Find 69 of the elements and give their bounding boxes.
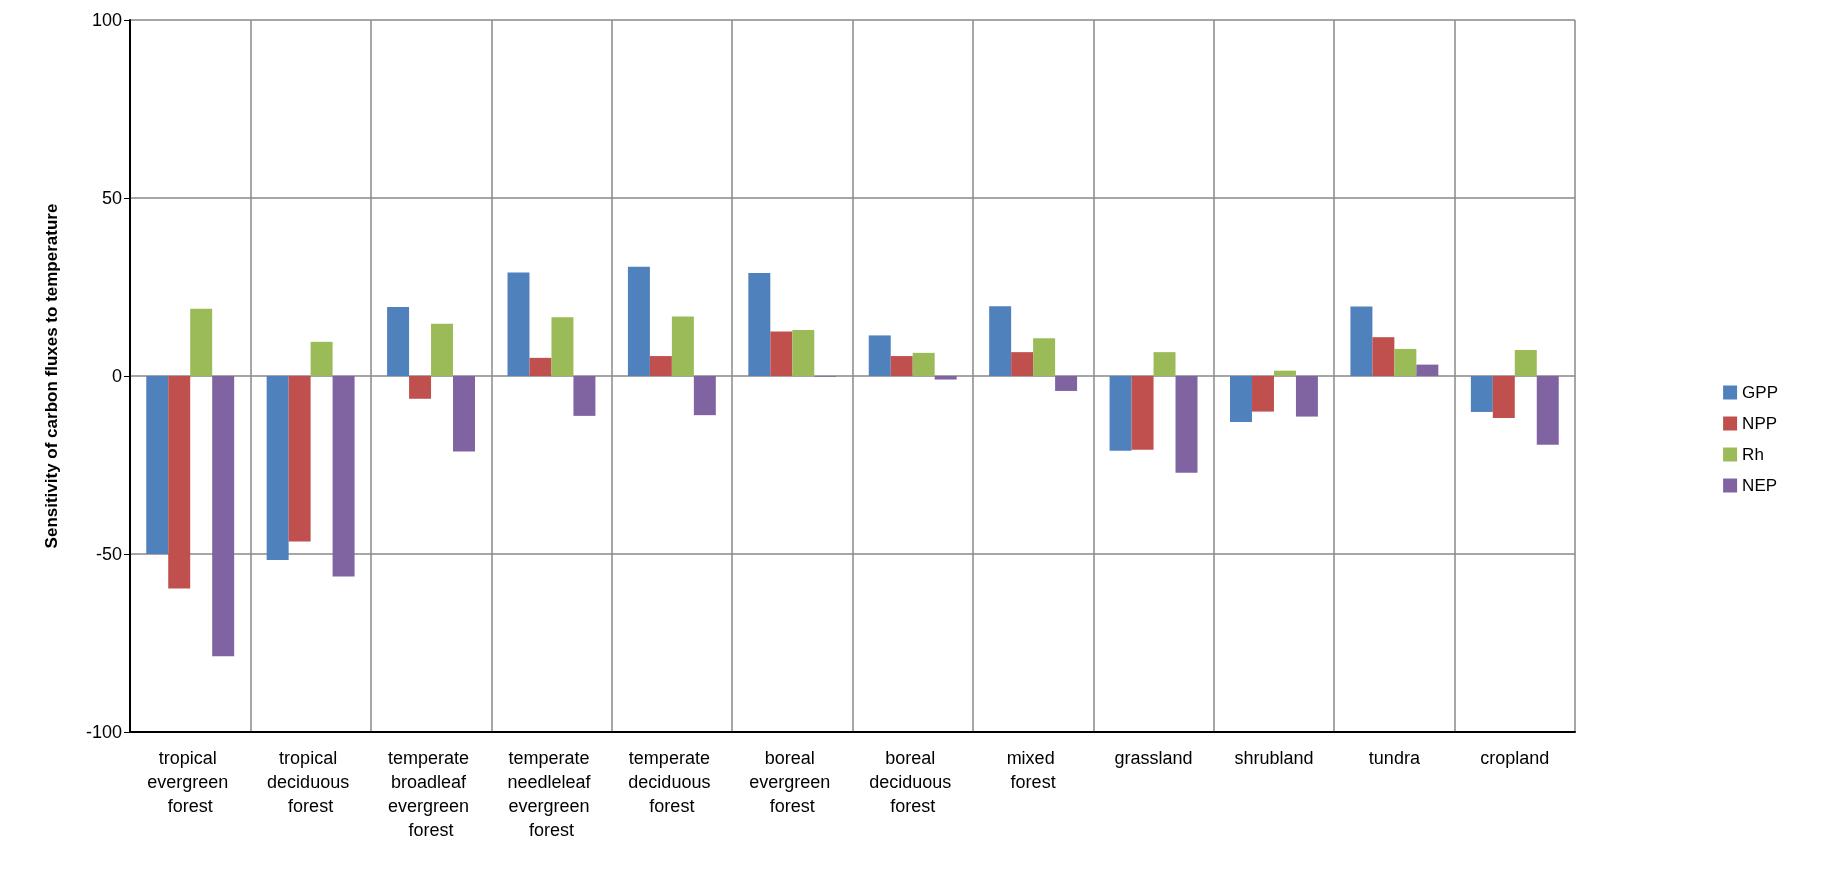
bar bbox=[529, 357, 552, 376]
bar bbox=[507, 272, 530, 376]
y-tick-label: 100 bbox=[91, 10, 122, 30]
bar bbox=[332, 376, 355, 577]
bar bbox=[748, 273, 771, 376]
bar bbox=[1295, 376, 1318, 417]
legend-label: NPP bbox=[1742, 414, 1778, 433]
x-tick-label: tropical evergreen forest bbox=[147, 748, 234, 816]
bar bbox=[431, 323, 454, 376]
bar bbox=[1175, 376, 1198, 473]
legend-label: Rh bbox=[1742, 445, 1764, 464]
bar bbox=[934, 376, 957, 380]
legend-label: GPP bbox=[1742, 383, 1779, 402]
bar bbox=[1470, 376, 1493, 412]
bar bbox=[453, 376, 475, 452]
bar bbox=[989, 306, 1012, 376]
bar bbox=[649, 356, 672, 376]
x-tick-label: cropland bbox=[1480, 748, 1550, 768]
bar bbox=[1055, 376, 1078, 391]
legend-label: NEP bbox=[1742, 476, 1778, 495]
bar bbox=[387, 306, 410, 376]
x-tick-label: temperate needleleaf evergreen forest bbox=[507, 748, 596, 840]
bar bbox=[1536, 376, 1559, 445]
x-tick-label: tropical deciduous forest bbox=[267, 748, 355, 816]
x-tick-label: tundra bbox=[1368, 748, 1421, 768]
y-tick-label: -100 bbox=[85, 722, 122, 742]
x-tick-label: boreal deciduous forest bbox=[869, 748, 957, 816]
bar bbox=[146, 376, 169, 554]
bar bbox=[1350, 306, 1373, 376]
bar bbox=[1514, 350, 1537, 376]
x-tick-label: grassland bbox=[1114, 748, 1193, 768]
bar bbox=[1251, 376, 1274, 412]
x-tick-label: mixed forest bbox=[1006, 748, 1060, 792]
bar bbox=[912, 352, 935, 376]
bar bbox=[288, 376, 311, 542]
bar bbox=[770, 331, 793, 376]
bar bbox=[1230, 376, 1252, 422]
bar bbox=[573, 376, 596, 416]
bar bbox=[693, 376, 716, 416]
bar bbox=[1131, 376, 1154, 450]
bar bbox=[310, 341, 333, 376]
bar bbox=[1033, 338, 1056, 376]
bar bbox=[627, 266, 650, 376]
bar bbox=[1011, 352, 1034, 376]
x-tick-label: temperate deciduous forest bbox=[628, 748, 716, 816]
y-tick-label: -50 bbox=[95, 544, 122, 564]
bar bbox=[266, 376, 289, 561]
bar bbox=[1273, 370, 1296, 376]
bar bbox=[1492, 376, 1515, 419]
bar bbox=[890, 356, 913, 376]
bar bbox=[1394, 348, 1417, 376]
bar bbox=[212, 376, 235, 657]
bar bbox=[1416, 364, 1439, 376]
x-tick-label: boreal evergreen forest bbox=[749, 748, 836, 816]
bar bbox=[168, 376, 191, 589]
x-tick-label: temperate broadleaf evergreen forest bbox=[388, 748, 475, 840]
y-tick-label: 50 bbox=[101, 188, 122, 208]
bar bbox=[1372, 337, 1395, 376]
bar bbox=[1109, 376, 1132, 451]
bar bbox=[792, 330, 815, 376]
bar bbox=[1153, 352, 1176, 376]
bar bbox=[409, 376, 432, 399]
bar bbox=[190, 308, 213, 376]
bar bbox=[551, 317, 574, 376]
y-tick-label: 0 bbox=[111, 366, 122, 386]
bar bbox=[868, 335, 891, 376]
y-axis-title: Sensitivity of carbon fluxes to temperature bbox=[42, 203, 61, 549]
x-tick-label: shrubland bbox=[1234, 748, 1314, 768]
bar bbox=[671, 316, 694, 376]
